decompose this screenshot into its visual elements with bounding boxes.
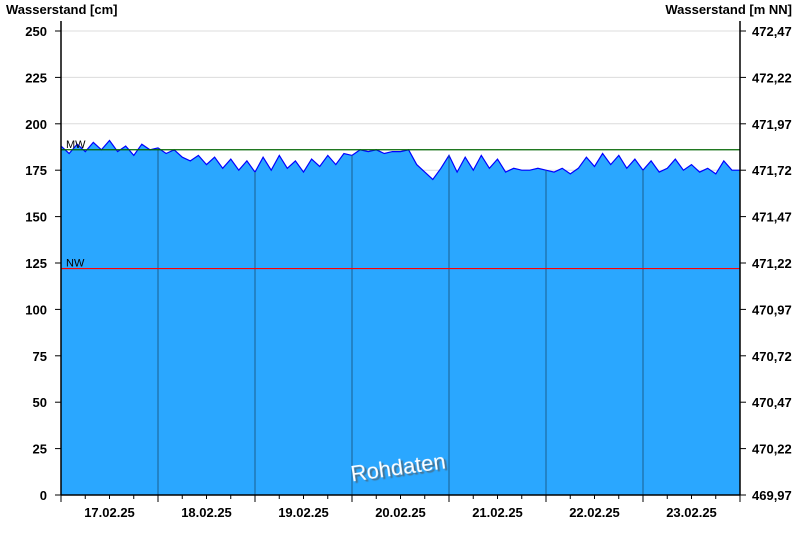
right-axis-title: Wasserstand [m NN] [665,2,792,17]
y-tick-label-right: 470,47 [752,395,792,410]
reference-label-mw: MW [66,139,86,151]
y-tick-label-left: 175 [25,163,47,178]
x-tick-label: 21.02.25 [472,505,523,520]
y-tick-label-left: 100 [25,302,47,317]
y-tick-label-left: 125 [25,256,47,271]
y-tick-label-left: 150 [25,210,47,225]
y-tick-label-right: 471,47 [752,210,792,225]
y-tick-label-right: 472,47 [752,24,792,39]
y-tick-label-right: 471,97 [752,117,792,132]
y-tick-label-right: 470,22 [752,442,792,457]
left-axis-title: Wasserstand [cm] [6,2,118,17]
y-tick-label-right: 472,22 [752,70,792,85]
x-tick-label: 17.02.25 [84,505,135,520]
x-tick-label: 20.02.25 [375,505,426,520]
y-tick-label-left: 25 [33,442,47,457]
y-tick-label-right: 469,97 [752,488,792,503]
y-tick-label-right: 471,72 [752,163,792,178]
x-tick-label: 22.02.25 [569,505,620,520]
series-area [61,140,740,495]
y-tick-label-right: 470,72 [752,349,792,364]
x-tick-label: 18.02.25 [181,505,232,520]
y-tick-label-right: 470,97 [752,302,792,317]
y-tick-label-left: 250 [25,24,47,39]
y-tick-label-left: 50 [33,395,47,410]
y-tick-label-right: 471,22 [752,256,792,271]
x-tick-label: 19.02.25 [278,505,329,520]
reference-label-nw: NW [66,258,85,270]
y-tick-label-left: 0 [40,488,47,503]
y-tick-label-left: 225 [25,70,47,85]
x-tick-label: 23.02.25 [666,505,717,520]
y-tick-label-left: 75 [33,349,47,364]
y-tick-label-left: 200 [25,117,47,132]
